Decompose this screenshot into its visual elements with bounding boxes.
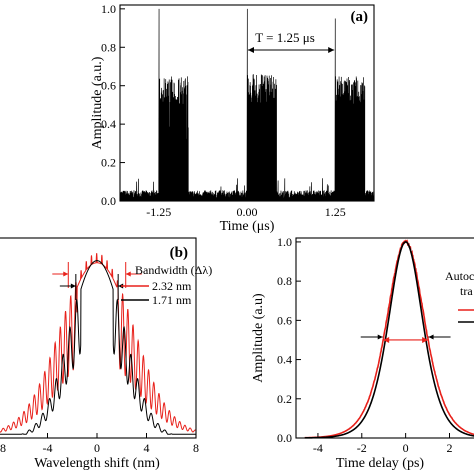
panel-a-trace (119, 8, 375, 202)
panel-b-legend-label-black: 1.71 nm (152, 293, 192, 307)
panel-c-y-tick-label: 0.0 (277, 431, 292, 445)
panel-c-fwhm-red-head-left (383, 336, 390, 343)
panel-c-x-ticks: -4 -2 0 2 (313, 433, 452, 455)
panel-b-x-ticks: 8 -4 0 4 8 (0, 433, 199, 455)
panel-b-x-label: Wavelength shift (nm) (34, 456, 160, 471)
panel-a-x-tick-label: 0.00 (237, 205, 258, 219)
panel-c-series-black (304, 241, 474, 439)
panel-a-y-tick-label: 0.0 (101, 194, 116, 208)
panel-c-fwhm-black-head-left (377, 334, 383, 340)
panel-c-y-tick-label: 0.2 (277, 392, 292, 406)
panel-c-frame (295, 237, 474, 439)
panel-a-y-tick-label: 0.8 (101, 40, 116, 54)
panel-c-legend-line-1: Autoc (445, 269, 474, 283)
panel-b-fwhm-arrows (52, 262, 142, 300)
panel-a-x-tick-label: 1.25 (325, 205, 346, 219)
panel-b-series-1.71nm (0, 260, 196, 435)
panel-c-y-tick-label: 0.6 (277, 313, 292, 327)
panel-a-x-label: Time (μs) (220, 219, 275, 234)
panel-c: -4 -2 0 2 0.0 0.2 0.4 0.6 0.8 1.0 Autoc tra Time… (251, 235, 474, 471)
panel-c-x-tick-label: -4 (313, 441, 323, 455)
panel-c-x-tick-label: -2 (357, 441, 367, 455)
panel-a-y-tick-label: 0.4 (101, 117, 116, 131)
panel-a: -1.25 0.00 1.25 0.0 0.2 0.4 0.6 0.8 1.0 (a) Tim… (90, 2, 375, 234)
panel-a-y-ticks: 0.0 0.2 0.4 0.6 0.8 1.0 (101, 2, 125, 208)
panel-a-y-tick-label: 0.2 (101, 156, 116, 170)
panel-c-fwhm-arrows (360, 334, 451, 343)
panel-b-x-tick-label: 8 (193, 441, 199, 455)
panel-c-legend-line-2: tra (460, 284, 473, 298)
panel-c-x-tick-label: 2 (446, 441, 452, 455)
panel-b-x-tick-label: 4 (144, 441, 150, 455)
period-arrow-head-right (328, 47, 335, 53)
panel-b-series-2.32nm (0, 253, 197, 433)
panel-b-x-tick-label: 0 (94, 441, 100, 455)
period-arrow-head-left (248, 47, 254, 53)
panel-b-label: (b) (170, 245, 188, 261)
panel-b-legend-label-red: 2.32 nm (152, 279, 192, 293)
panel-a-x-tick-label: -1.25 (146, 205, 171, 219)
panel-a-x-ticks: -1.25 0.00 1.25 (146, 196, 346, 219)
period-arrow (248, 47, 335, 53)
panel-b-fwhm-arrowhead-right (125, 271, 131, 277)
panel-b-legend-title: Bandwidth (Δλ) (135, 263, 212, 277)
panel-c-x-label: Time delay (ps) (336, 456, 424, 471)
panel-b-x-tick-label: -4 (43, 441, 53, 455)
panel-a-label: (a) (351, 9, 369, 25)
panel-c-fwhm-red-head-right (422, 336, 429, 343)
panel-b: 8 -4 0 4 8 (b) Bandwidth (Δλ) 2.32 nm 1.71 n… (0, 237, 212, 471)
panel-c-series-red (304, 239, 474, 439)
panel-b-fwhm-arrowhead-left (70, 283, 76, 289)
panel-c-y-tick-label: 0.4 (277, 353, 292, 367)
panel-c-y-tick-label: 1.0 (277, 235, 292, 249)
panel-a-y-tick-label: 1.0 (101, 2, 116, 16)
panel-c-y-label: Amplitude (a.u) (251, 293, 266, 383)
panel-c-y-tick-label: 0.8 (277, 274, 292, 288)
panel-a-y-tick-label: 0.6 (101, 79, 116, 93)
panel-c-y-ticks: 0.0 0.2 0.4 0.6 0.8 1.0 (277, 235, 301, 445)
panel-b-fwhm-arrowhead-right (118, 283, 124, 289)
panel-a-y-label: Amplitude (a.u.) (90, 56, 105, 149)
panel-c-x-tick-label: 0 (403, 441, 409, 455)
period-annotation: T = 1.25 μs (255, 30, 315, 45)
panel-b-x-tick-label: 8 (0, 441, 6, 455)
panel-b-fwhm-arrowhead-left (63, 271, 69, 277)
panel-c-fwhm-black-head-right (428, 334, 434, 340)
